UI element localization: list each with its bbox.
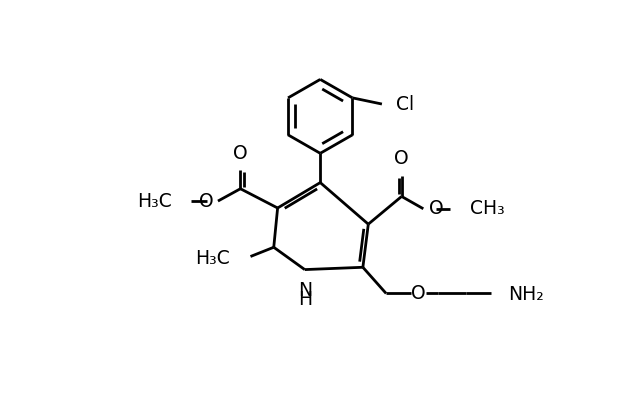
Text: CH₃: CH₃ [470,199,504,218]
Text: H: H [298,290,312,309]
Text: Cl: Cl [396,95,414,114]
Text: O: O [394,149,409,168]
Text: NH₂: NH₂ [508,286,543,305]
Text: O: O [412,284,426,303]
Text: N: N [298,281,312,300]
Text: H₃C: H₃C [137,192,172,211]
Text: O: O [233,143,248,162]
Text: O: O [198,192,213,211]
Text: H₃C: H₃C [196,249,230,268]
Text: O: O [429,199,444,218]
